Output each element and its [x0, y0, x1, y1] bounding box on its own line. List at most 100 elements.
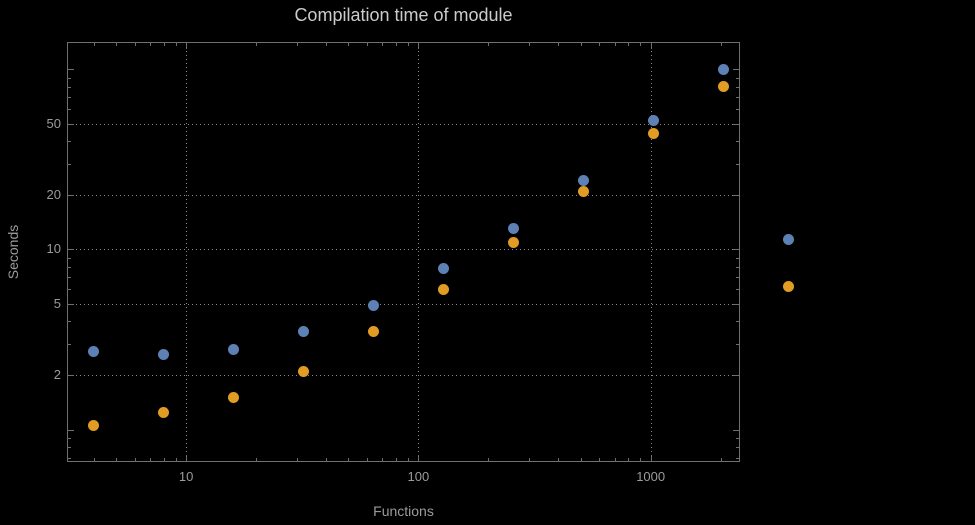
data-point-blue — [437, 263, 449, 275]
x-tick-label: 10 — [178, 469, 194, 484]
y-tick-mark — [68, 429, 74, 431]
x-tick-label: 100 — [407, 469, 430, 484]
data-point-blue — [577, 175, 589, 187]
x-tick-mark — [395, 458, 397, 461]
x-tick-mark — [395, 43, 397, 46]
x-tick-mark — [186, 455, 188, 461]
y-tick-mark — [736, 77, 739, 79]
x-tick-mark — [348, 458, 350, 461]
x-tick-mark — [150, 458, 152, 461]
grid-line-horizontal — [68, 195, 739, 197]
x-tick-mark — [640, 458, 642, 461]
x-tick-mark — [529, 43, 531, 46]
y-tick-mark — [68, 163, 71, 165]
x-tick-mark — [529, 458, 531, 461]
x-tick-mark — [325, 43, 327, 46]
y-tick-mark — [68, 97, 71, 99]
y-tick-mark — [68, 289, 71, 291]
x-tick-mark — [407, 43, 409, 46]
x-tick-mark — [366, 43, 368, 46]
y-tick-mark — [733, 69, 739, 71]
data-point-blue — [717, 63, 729, 75]
data-point-orange — [437, 283, 449, 295]
x-tick-mark — [614, 43, 616, 46]
y-tick-mark — [736, 277, 739, 279]
x-tick-mark — [720, 458, 722, 461]
x-tick-mark — [599, 458, 601, 461]
data-point-orange — [158, 406, 170, 418]
x-tick-mark — [382, 458, 384, 461]
x-tick-mark — [256, 43, 258, 46]
x-tick-mark — [93, 458, 95, 461]
y-tick-mark — [68, 69, 74, 71]
x-tick-mark — [580, 458, 582, 461]
y-tick-mark — [736, 321, 739, 323]
y-tick-mark — [68, 437, 71, 439]
x-tick-mark — [628, 458, 630, 461]
data-point-orange — [228, 392, 240, 404]
grid-line-vertical — [418, 43, 420, 461]
y-tick-mark — [733, 249, 739, 251]
y-tick-mark — [68, 447, 71, 449]
y-tick-label: 20 — [46, 187, 61, 203]
data-point-blue — [158, 349, 170, 361]
x-tick-mark — [580, 43, 582, 46]
x-tick-mark — [134, 43, 136, 46]
x-tick-mark — [488, 43, 490, 46]
y-tick-mark — [736, 437, 739, 439]
x-tick-mark — [418, 455, 420, 461]
x-tick-mark — [163, 43, 165, 46]
y-tick-mark — [68, 109, 71, 111]
x-tick-mark — [640, 43, 642, 46]
y-tick-mark — [68, 77, 71, 79]
x-tick-mark — [256, 458, 258, 461]
legend-marker-orange — [783, 281, 794, 292]
data-point-orange — [507, 236, 519, 248]
x-tick-mark — [296, 458, 298, 461]
y-tick-mark — [68, 249, 74, 251]
data-point-blue — [647, 114, 659, 126]
y-tick-mark — [68, 257, 71, 259]
y-tick-mark — [733, 195, 739, 197]
x-tick-mark — [650, 43, 652, 49]
legend — [783, 234, 803, 294]
x-tick-mark — [650, 455, 652, 461]
grid-line-horizontal — [68, 123, 739, 125]
x-tick-mark — [175, 458, 177, 461]
x-tick-mark — [116, 43, 118, 46]
x-tick-mark — [366, 458, 368, 461]
y-tick-mark — [68, 195, 74, 197]
y-tick-label: 5 — [53, 295, 61, 311]
y-tick-mark — [68, 141, 71, 143]
grid-line-horizontal — [68, 375, 739, 377]
y-tick-mark — [736, 343, 739, 345]
y-tick-mark — [68, 343, 71, 345]
y-tick-mark — [736, 86, 739, 88]
data-point-orange — [367, 326, 379, 338]
y-tick-mark — [736, 266, 739, 268]
x-tick-mark — [348, 43, 350, 46]
grid-line-horizontal — [68, 303, 739, 305]
data-point-blue — [297, 326, 309, 338]
x-tick-mark — [558, 43, 560, 46]
grid-line-horizontal — [68, 249, 739, 251]
x-tick-mark — [558, 458, 560, 461]
data-point-orange — [577, 185, 589, 197]
data-point-orange — [297, 366, 309, 378]
x-axis-label: Functions — [373, 503, 434, 519]
x-tick-mark — [93, 43, 95, 46]
x-tick-mark — [628, 43, 630, 46]
x-tick-mark — [163, 458, 165, 461]
x-tick-mark — [175, 43, 177, 46]
y-tick-mark — [733, 123, 739, 125]
y-tick-mark — [736, 163, 739, 165]
x-tick-mark — [488, 458, 490, 461]
y-tick-mark — [736, 97, 739, 99]
y-tick-mark — [736, 141, 739, 143]
y-tick-mark — [68, 457, 71, 459]
data-point-blue — [507, 223, 519, 235]
y-tick-label: 2 — [53, 367, 61, 383]
data-point-blue — [88, 346, 100, 358]
x-tick-mark — [134, 458, 136, 461]
